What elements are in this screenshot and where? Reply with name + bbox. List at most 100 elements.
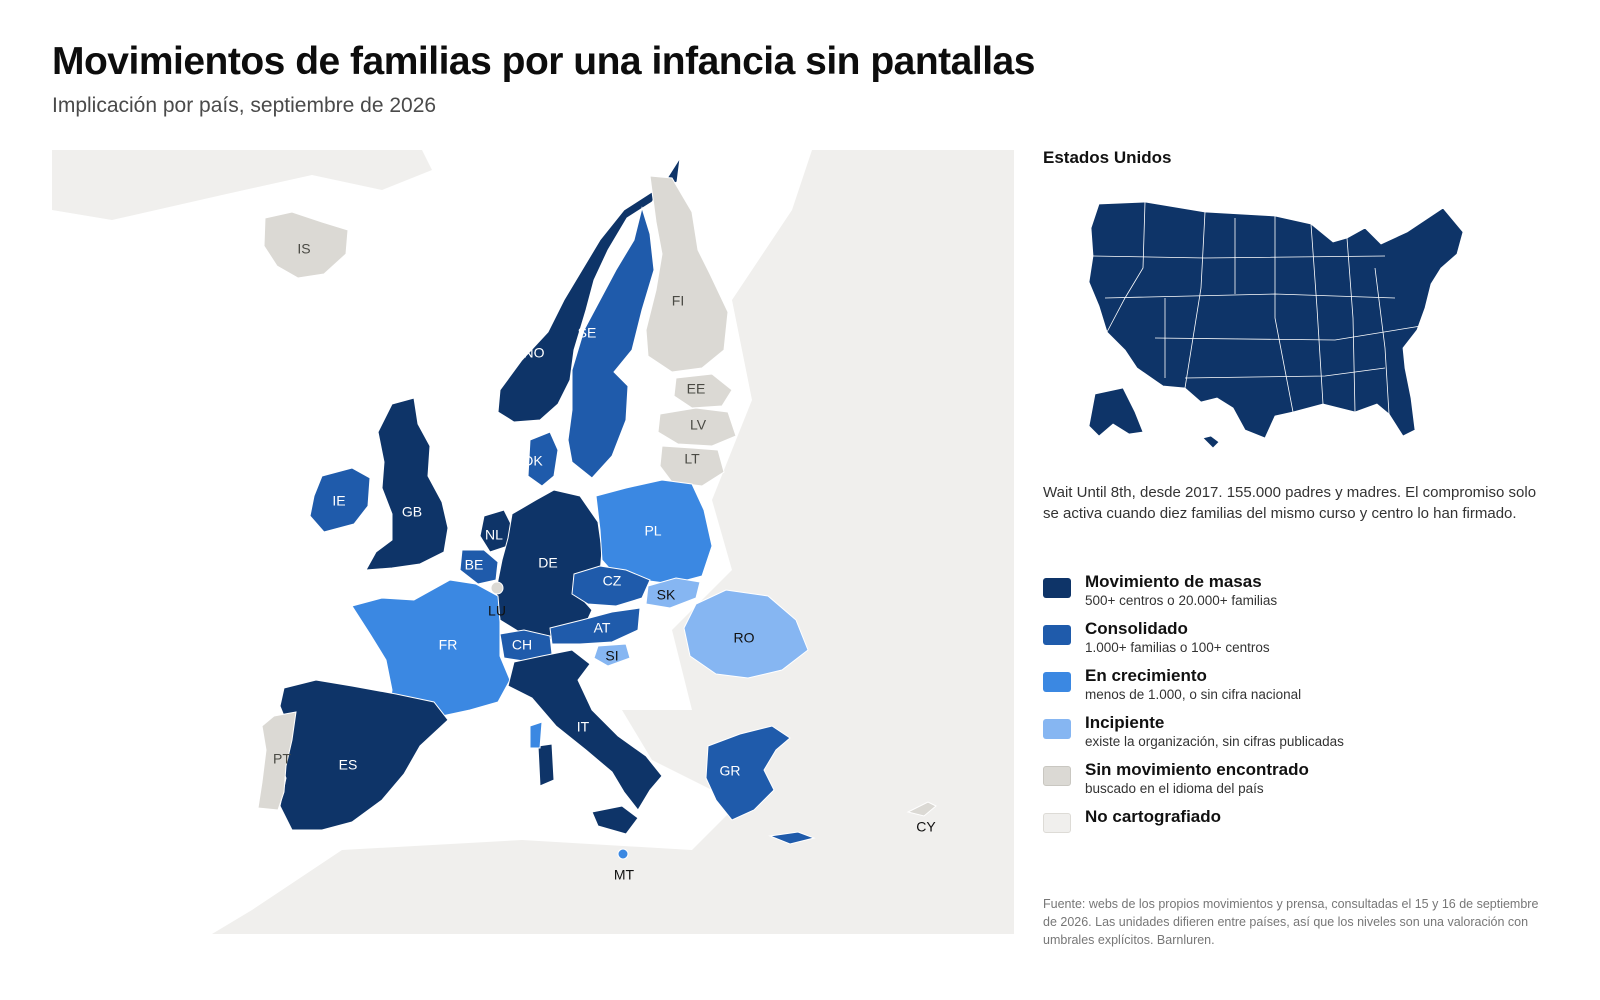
us-map <box>1085 198 1505 458</box>
us-description: Wait Until 8th, desde 2017. 155.000 padr… <box>1043 484 1537 522</box>
legend-desc: existe la organización, sin cifras publi… <box>1085 734 1344 749</box>
legend-item-crecimiento: En crecimiento menos de 1.000, o sin cif… <box>1043 666 1543 713</box>
country-FR <box>351 579 511 723</box>
country-BE <box>459 549 499 585</box>
label-LV: LV <box>690 417 707 433</box>
country-DK <box>527 431 559 487</box>
label-SK: SK <box>657 587 676 603</box>
country-GR <box>705 725 791 821</box>
country-ES <box>273 679 449 831</box>
legend-item-masas: Movimiento de masas 500+ centros o 20.00… <box>1043 572 1543 619</box>
label-CZ: CZ <box>603 573 622 589</box>
island-crete <box>768 831 816 845</box>
legend-swatch-consolidado <box>1043 625 1071 645</box>
legend-desc: buscado en el idioma del país <box>1085 781 1264 796</box>
country-shapes <box>257 157 937 860</box>
label-DK: DK <box>523 453 543 469</box>
legend-item-consolidado: Consolidado 1.000+ familias o 100+ centr… <box>1043 619 1543 666</box>
legend-name: Incipiente <box>1085 713 1165 732</box>
legend-desc: menos de 1.000, o sin cifra nacional <box>1085 687 1302 702</box>
legend-name: Consolidado <box>1085 619 1188 638</box>
legend-item-sin-movimiento: Sin movimiento encontrado buscado en el … <box>1043 760 1543 807</box>
country-AT <box>549 607 641 645</box>
label-RO: RO <box>734 630 755 646</box>
legend-swatch-crecimiento <box>1043 672 1071 692</box>
country-labels: IS NO SE FI EE LV LT DK IE GB NL BE LU D… <box>273 241 936 883</box>
legend-name: En crecimiento <box>1085 666 1207 685</box>
us-panel: Estados Unidos <box>1043 148 1543 168</box>
country-IS <box>263 211 349 279</box>
legend-swatch-sin-movimiento <box>1043 766 1071 786</box>
label-GB: GB <box>402 504 422 520</box>
europe-map: IS NO SE FI EE LV LT DK IE GB NL BE LU D… <box>52 150 1014 934</box>
us-hawaii <box>1202 435 1220 449</box>
label-PT: PT <box>273 751 291 767</box>
legend-name: Sin movimiento encontrado <box>1085 760 1309 779</box>
us-panel-title: Estados Unidos <box>1043 148 1172 167</box>
country-CY <box>906 801 937 817</box>
legend-swatch-no-cartografiado <box>1043 813 1071 833</box>
us-alaska <box>1088 387 1144 437</box>
country-LV <box>657 407 737 447</box>
label-IT: IT <box>577 719 590 735</box>
label-IE: IE <box>332 493 345 509</box>
label-CH: CH <box>512 637 532 653</box>
label-SE: SE <box>578 325 597 341</box>
country-LU <box>490 581 504 595</box>
label-BE: BE <box>465 557 484 573</box>
us-map-svg <box>1088 201 1464 449</box>
legend: Movimiento de masas 500+ centros o 20.00… <box>1043 572 1543 854</box>
label-DE: DE <box>538 555 557 571</box>
source-note: Fuente: webs de los propios movimientos … <box>1043 897 1539 947</box>
legend-item-incipiente: Incipiente existe la organización, sin c… <box>1043 713 1543 760</box>
label-IS: IS <box>297 241 310 257</box>
country-MT <box>617 848 629 860</box>
label-CY: CY <box>916 819 936 835</box>
country-CZ <box>571 565 651 607</box>
label-PL: PL <box>644 523 661 539</box>
legend-name: Movimiento de masas <box>1085 572 1262 591</box>
country-SI <box>593 643 631 667</box>
country-PL <box>595 479 713 585</box>
island-SI-cicily <box>591 805 639 835</box>
country-SK <box>645 577 701 609</box>
unmapped-land <box>52 150 1014 934</box>
us-mainland <box>1088 201 1464 439</box>
label-FI: FI <box>672 293 684 309</box>
country-LT <box>659 445 725 487</box>
country-NO <box>497 157 681 423</box>
legend-swatch-incipiente <box>1043 719 1071 739</box>
country-GB <box>365 397 449 571</box>
legend-swatch-masas <box>1043 578 1071 598</box>
island-corsica <box>529 721 543 749</box>
label-AT: AT <box>594 620 611 636</box>
legend-name: No cartografiado <box>1085 807 1222 826</box>
country-FI <box>645 175 729 373</box>
legend-desc: 500+ centros o 20.000+ familias <box>1085 593 1278 608</box>
label-GR: GR <box>720 763 741 779</box>
label-LU: LU <box>488 603 506 619</box>
label-ES: ES <box>339 757 358 773</box>
country-DE <box>495 489 603 641</box>
us-state-borders <box>1092 201 1422 415</box>
label-SI: SI <box>605 648 618 664</box>
island-SA <box>537 743 555 787</box>
country-SE <box>567 206 655 479</box>
page-subtitle: Implicación por país, septiembre de 2026 <box>52 94 437 117</box>
label-LT: LT <box>684 451 700 467</box>
country-EE <box>673 373 733 409</box>
us-shapes <box>1088 201 1464 449</box>
country-PT <box>257 711 297 811</box>
label-NO: NO <box>524 345 545 361</box>
label-NL: NL <box>485 527 503 543</box>
page-title: Movimientos de familias por una infancia… <box>52 40 1035 83</box>
country-RO <box>683 589 809 679</box>
legend-desc: 1.000+ familias o 100+ centros <box>1085 640 1270 655</box>
label-MT: MT <box>614 867 635 883</box>
country-IE <box>309 467 371 533</box>
label-EE: EE <box>687 381 706 397</box>
country-IT <box>507 649 663 811</box>
label-FR: FR <box>439 637 458 653</box>
europe-map-svg: IS NO SE FI EE LV LT DK IE GB NL BE LU D… <box>52 150 1014 934</box>
legend-item-no-cartografiado: No cartografiado <box>1043 807 1543 854</box>
